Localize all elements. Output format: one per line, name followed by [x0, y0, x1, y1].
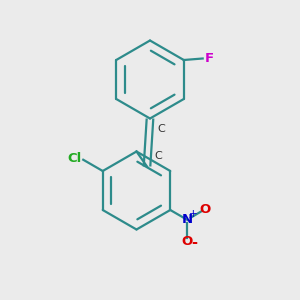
Text: O: O [199, 203, 211, 216]
Text: C: C [154, 151, 162, 161]
Text: O: O [182, 235, 193, 248]
Text: -: - [191, 236, 197, 250]
Text: +: + [189, 209, 198, 219]
Text: Cl: Cl [68, 152, 82, 165]
Text: N: N [182, 213, 193, 226]
Text: F: F [205, 52, 214, 65]
Text: C: C [157, 124, 165, 134]
